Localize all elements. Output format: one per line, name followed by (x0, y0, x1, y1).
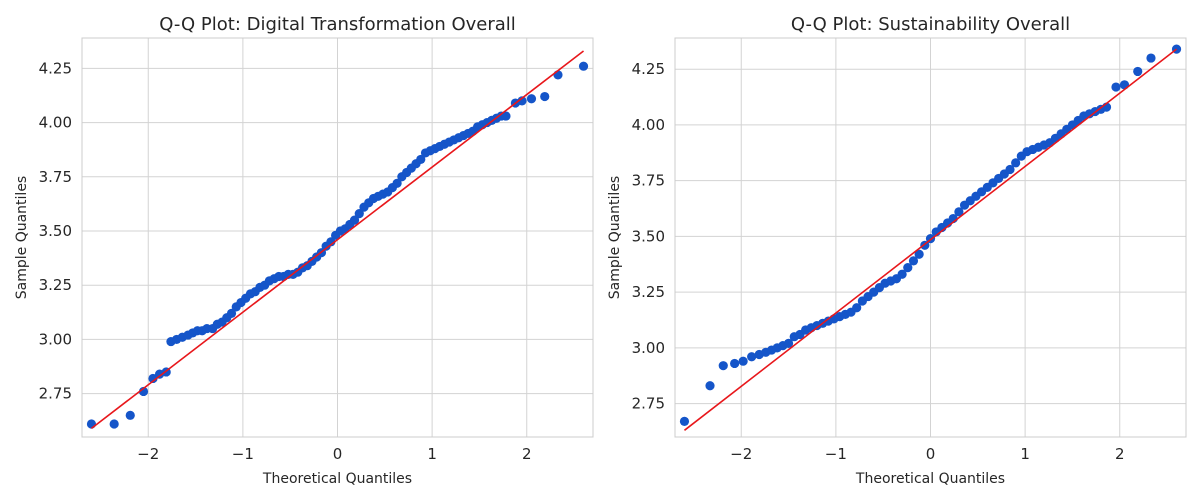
data-point (148, 373, 158, 384)
plot-frame (81, 37, 594, 438)
data-point (783, 338, 794, 348)
y-tick-label: 3.25 (39, 276, 72, 294)
data-point (416, 154, 426, 165)
y-tick-label: 3.50 (632, 227, 665, 245)
y-axis-label: Sample Quantiles (14, 176, 30, 299)
data-point (578, 61, 589, 71)
x-tick-label: −2 (137, 445, 159, 463)
data-point (326, 237, 336, 247)
data-point (852, 303, 862, 313)
data-point (125, 410, 135, 420)
data-point (1011, 158, 1021, 168)
data-point (226, 308, 237, 318)
data-point (349, 215, 360, 225)
data-point (730, 358, 740, 369)
reference-line (90, 50, 585, 429)
data-point (954, 207, 964, 217)
y-tick-label: 2.75 (39, 385, 72, 403)
data-point (517, 96, 527, 106)
x-tick-label: −1 (232, 445, 254, 463)
data-point (903, 262, 913, 273)
data-point (553, 70, 563, 80)
data-point (354, 209, 364, 219)
data-point (914, 249, 924, 259)
data-point (738, 356, 748, 366)
y-tick-label: 4.00 (632, 116, 665, 134)
x-tick-label: 2 (1115, 445, 1125, 463)
data-point (908, 256, 919, 266)
data-point (138, 386, 149, 397)
y-tick-label: 3.50 (39, 222, 72, 240)
data-point (392, 178, 402, 188)
data-point (540, 91, 550, 102)
data-point (897, 269, 907, 279)
x-tick-label: 2 (522, 445, 532, 463)
data-point (109, 419, 119, 429)
y-tick-label: 4.25 (39, 59, 72, 77)
qq-panel-sustainability: −2 −1 0 1 2 2.75 3.00 3.25 3.50 3.75 4.00 4.25 Q-Q P… (607, 14, 1187, 487)
data-point (501, 111, 511, 121)
chart-title: Q-Q Plot: Sustainability Overall (791, 14, 1070, 35)
y-tick-label: 3.75 (632, 172, 665, 190)
chart-title: Q-Q Plot: Digital Transformation Overall (159, 14, 516, 35)
y-tick-label: 3.25 (632, 283, 665, 301)
data-point (1146, 53, 1156, 63)
y-tick-label: 4.00 (39, 114, 72, 132)
qq-panel-digital-transformation: −2 −1 0 1 2 2.75 3.00 3.25 3.50 3.75 4.00 4.25 Q-Q P… (14, 14, 594, 487)
data-point (705, 381, 715, 391)
data-point (679, 416, 690, 426)
y-tick-label: 3.00 (632, 339, 665, 357)
data-point (526, 94, 537, 104)
data-point (718, 361, 728, 371)
y-tick-label: 3.00 (39, 330, 72, 348)
data-point (86, 419, 97, 429)
x-tick-label: 0 (926, 445, 936, 463)
x-tick-label: 1 (1020, 445, 1030, 463)
data-point (1111, 82, 1121, 92)
y-tick-label: 3.75 (39, 168, 72, 186)
y-axis-label: Sample Quantiles (607, 176, 623, 299)
x-tick-label: −1 (825, 445, 847, 463)
y-tick-label: 4.25 (632, 60, 665, 78)
y-tick-label: 2.75 (632, 395, 665, 413)
plot-frame (674, 37, 1187, 438)
data-point (1119, 80, 1130, 90)
x-axis-label: Theoretical Quantiles (855, 471, 1005, 487)
x-tick-label: −2 (730, 445, 752, 463)
reference-line (683, 48, 1178, 431)
x-tick-label: 1 (427, 445, 437, 463)
data-point (1005, 164, 1015, 175)
data-point (747, 352, 757, 362)
x-axis-label: Theoretical Quantiles (262, 471, 412, 487)
data-point (1133, 66, 1143, 77)
x-tick-label: 0 (333, 445, 343, 463)
